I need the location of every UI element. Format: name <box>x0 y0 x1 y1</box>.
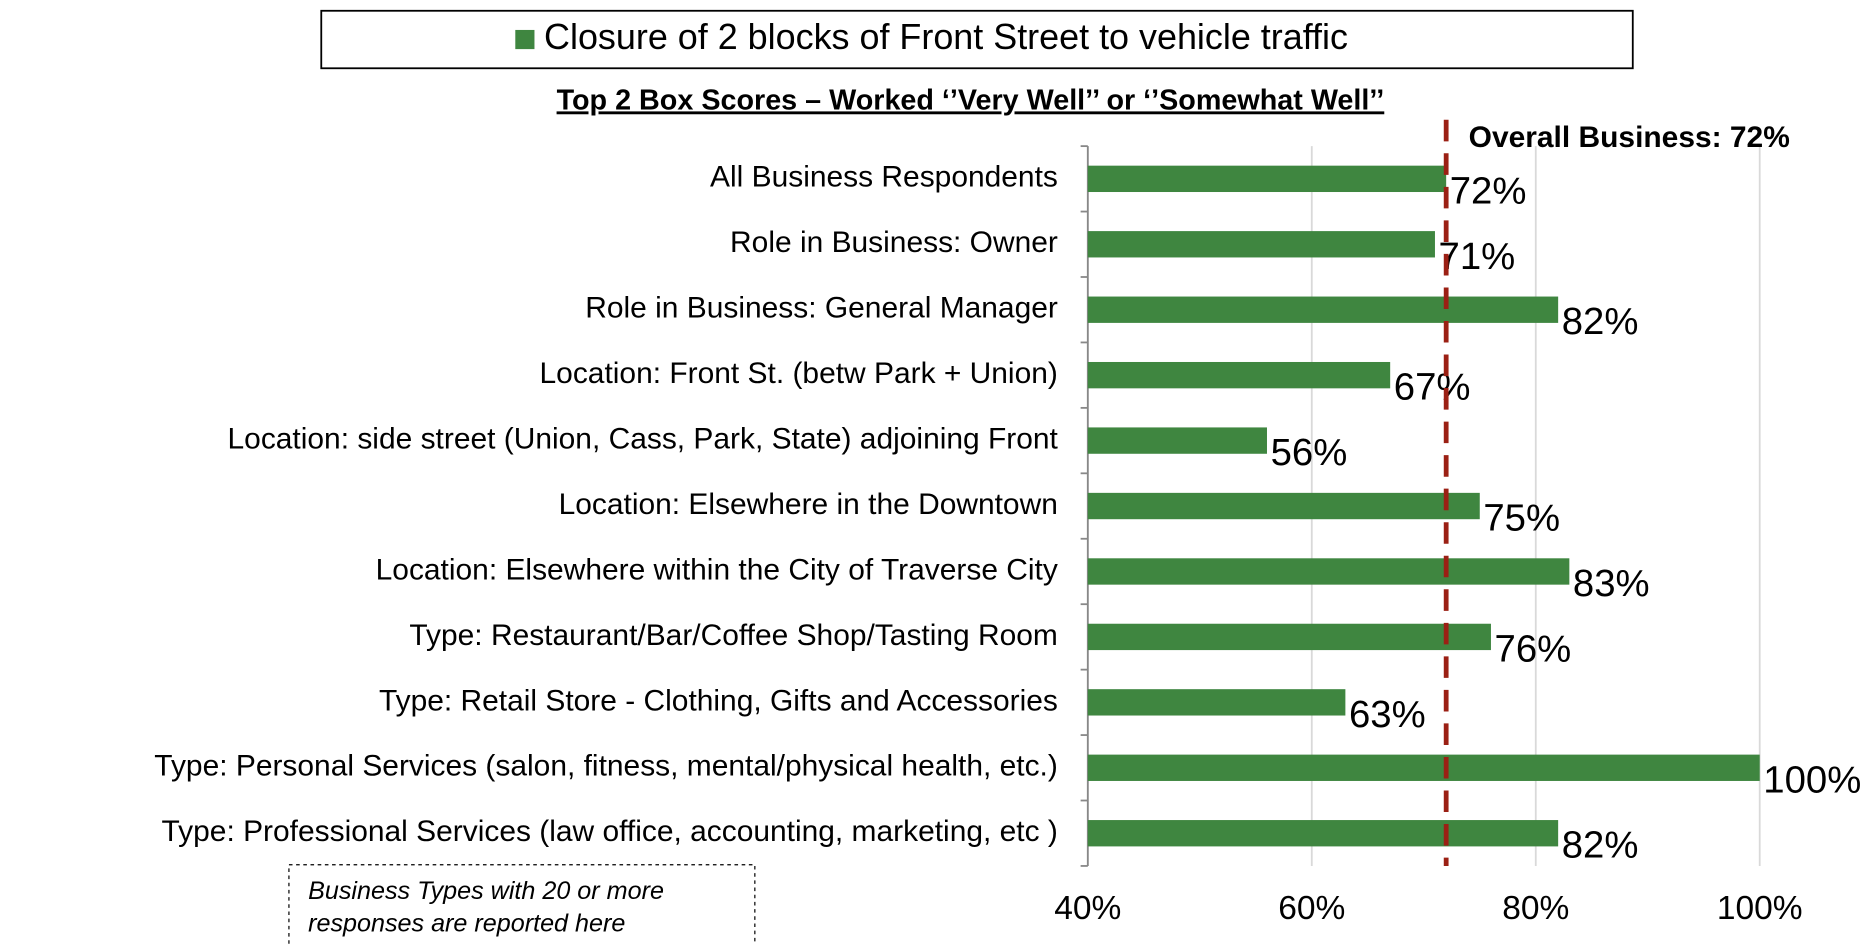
bar <box>1087 361 1391 389</box>
value-label: 56% <box>1271 431 1348 474</box>
bar <box>1087 754 1760 781</box>
bar <box>1087 427 1267 454</box>
value-label: 72% <box>1450 169 1527 212</box>
bar <box>1087 820 1559 847</box>
note-line: Business Types with 20 or more <box>308 877 664 905</box>
x-tick-label: 100% <box>1717 890 1803 927</box>
y-tick-label: Type: Professional Services (law office,… <box>162 815 1058 848</box>
value-label: 100% <box>1763 758 1861 801</box>
value-label: 82% <box>1562 300 1639 343</box>
y-tick-label: All Business Respondents <box>710 161 1058 194</box>
y-tick-label: Type: Restaurant/Bar/Coffee Shop/Tasting… <box>409 619 1057 652</box>
bar <box>1087 558 1570 585</box>
x-tick-label: 40% <box>1054 890 1121 927</box>
value-label: 76% <box>1495 627 1572 670</box>
bar <box>1087 231 1435 258</box>
value-label: 63% <box>1349 693 1426 736</box>
value-label: 83% <box>1573 562 1650 605</box>
y-tick-label: Type: Personal Services (salon, fitness,… <box>154 750 1058 783</box>
y-tick-label: Location: Elsewhere within the City of T… <box>376 553 1058 586</box>
value-label: 75% <box>1483 497 1560 540</box>
value-label: 71% <box>1439 235 1516 278</box>
bar <box>1087 689 1346 716</box>
subtitle: Top 2 Box Scores – Worked ‘’Very Well’’ … <box>557 84 1385 116</box>
bar <box>1087 296 1559 323</box>
value-label: 82% <box>1562 824 1639 867</box>
bar <box>1087 623 1491 651</box>
x-tick-label: 60% <box>1278 890 1345 927</box>
y-tick-label: Role in Business: General Manager <box>585 292 1058 325</box>
y-tick-label: Role in Business: Owner <box>730 226 1058 259</box>
bar <box>1087 165 1447 193</box>
y-tick-label: Type: Retail Store - Clothing, Gifts and… <box>379 684 1058 717</box>
legend-swatch <box>515 29 535 50</box>
legend-box <box>320 9 1634 70</box>
legend-label: Closure of 2 blocks of Front Street to v… <box>544 16 1348 57</box>
reference-label: Overall Business: 72% <box>1469 121 1790 154</box>
y-tick-label: Location: side street (Union, Cass, Park… <box>228 423 1059 456</box>
note-line: responses are reported here <box>308 909 625 937</box>
x-tick-label: 80% <box>1502 890 1569 927</box>
bar <box>1087 492 1480 520</box>
y-tick-label: Location: Front St. (betw Park + Union) <box>540 357 1058 390</box>
y-tick-label: Location: Elsewhere in the Downtown <box>559 488 1058 521</box>
note-box <box>288 864 756 945</box>
value-label: 67% <box>1394 366 1471 409</box>
